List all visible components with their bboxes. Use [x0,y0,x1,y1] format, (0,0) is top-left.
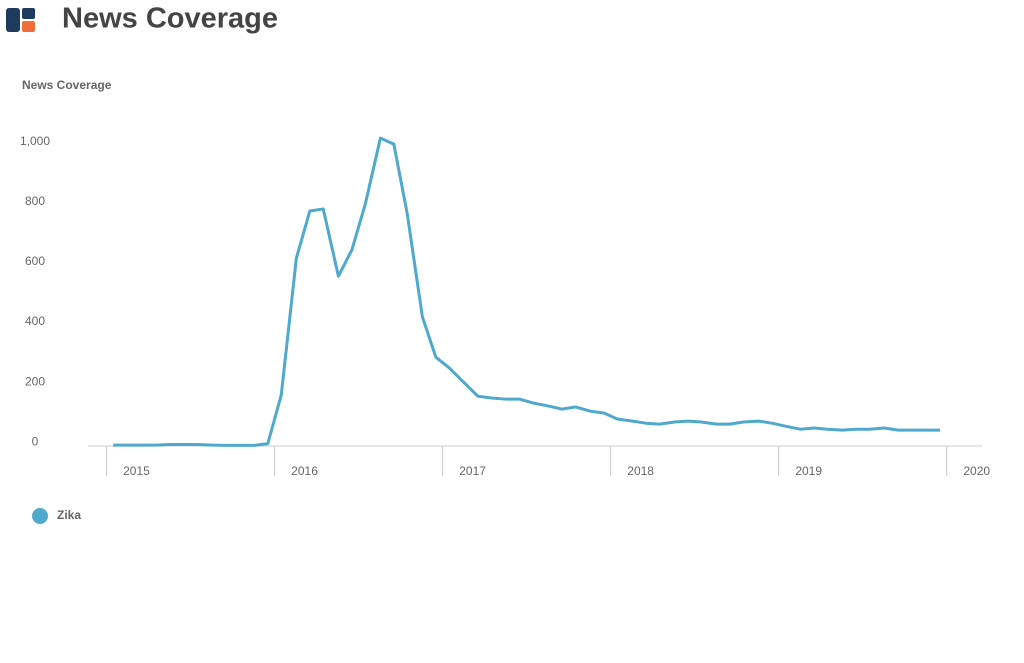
y-axis-title: News Coverage [22,78,112,92]
x-tick-label: 2020 [963,464,990,478]
x-tick-label: 2018 [627,464,654,478]
y-tick-label: 400 [25,314,45,328]
y-tick-label: 200 [25,374,45,388]
x-tick-label: 2017 [459,464,486,478]
legend-swatch [32,508,48,524]
legend-label: Zika [57,508,81,522]
logo [6,8,35,32]
y-tick-label: 0 [32,434,39,448]
x-tick-label: 2015 [123,464,150,478]
logo-part [6,8,20,32]
page-title: News Coverage [62,3,278,35]
data-line [113,136,940,447]
y-tick-label: 800 [25,194,45,208]
logo-part [22,21,35,32]
y-tick-label: 1,000 [20,134,50,148]
y-tick-label: 600 [25,254,45,268]
logo-part [22,8,35,19]
x-tick-label: 2019 [795,464,822,478]
x-tick-label: 2016 [291,464,318,478]
